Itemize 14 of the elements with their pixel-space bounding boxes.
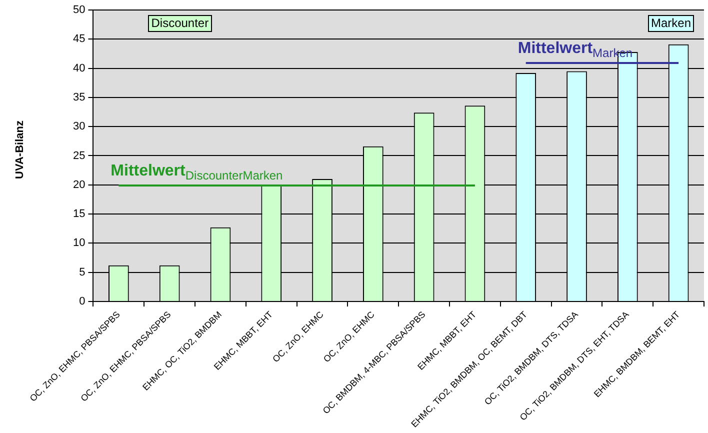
y-tick-label: 50 <box>72 4 86 16</box>
y-tick-label: 25 <box>72 150 86 162</box>
y-tick-label: 5 <box>79 266 86 278</box>
y-tick-label: 45 <box>72 33 86 46</box>
y-axis-title: UVA-Bilanz <box>14 120 26 179</box>
annotation: Discounter <box>148 15 212 32</box>
y-tick-label: 10 <box>72 237 86 250</box>
y-tick-label: 15 <box>72 208 86 220</box>
y-tick-label: 0 <box>79 295 86 308</box>
y-tick-label: 30 <box>72 120 86 133</box>
y-tick-label: 40 <box>72 62 86 74</box>
y-tick-label: 35 <box>72 91 86 104</box>
y-tick-label: 20 <box>72 178 86 191</box>
annotation: Marken <box>648 15 694 32</box>
